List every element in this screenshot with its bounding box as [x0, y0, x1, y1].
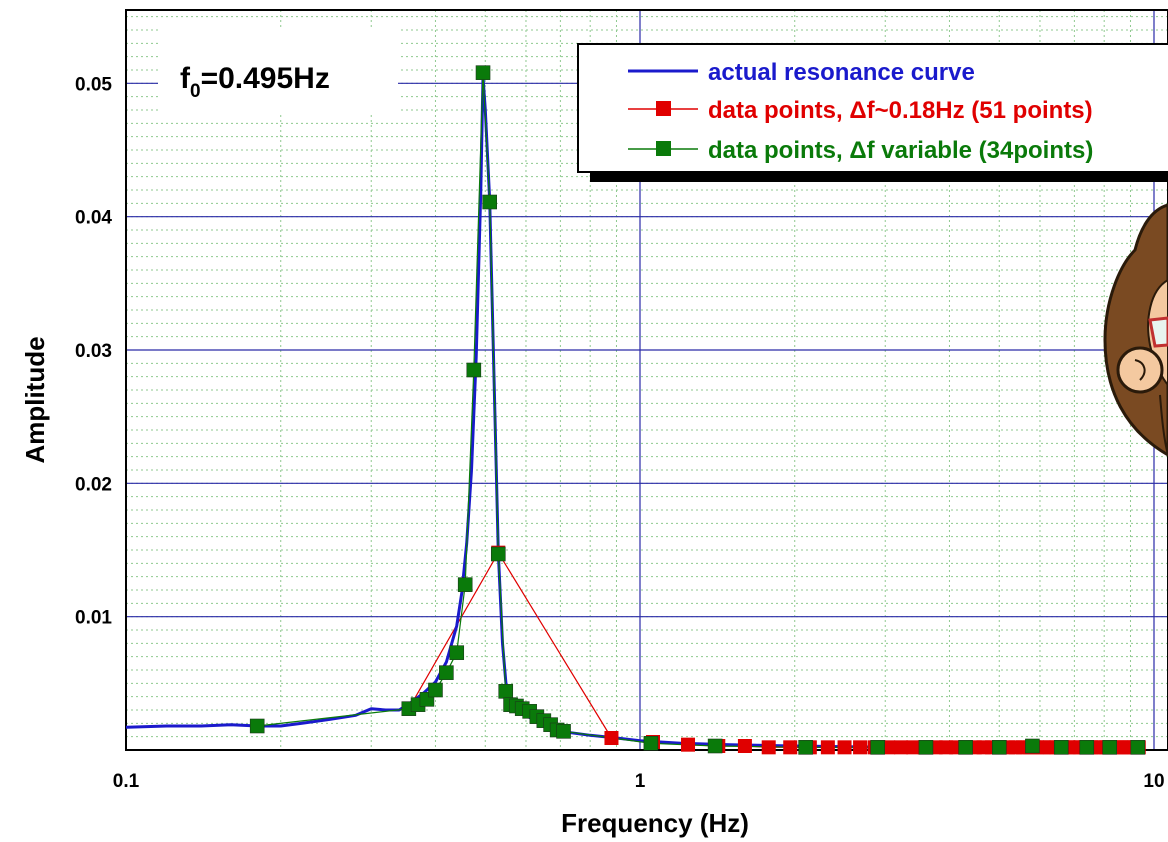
data-point-marker — [761, 740, 776, 755]
data-point-marker — [249, 718, 265, 734]
data-point-marker — [783, 740, 798, 755]
data-point-marker — [482, 194, 497, 210]
data-point-marker — [918, 740, 934, 755]
data-point-marker — [604, 731, 619, 745]
tick-labels: 0.1 1 10 0.01 0.02 0.03 0.04 0.05 — [75, 74, 1165, 792]
legend-swatch-green-marker — [656, 141, 671, 156]
data-point-marker — [853, 740, 868, 755]
x-tick-label: 1 — [635, 771, 646, 792]
series-layer — [125, 65, 1146, 755]
y-tick-label: 0.03 — [75, 341, 112, 362]
svg-text:f0=0.495Hz: f0=0.495Hz — [180, 62, 330, 102]
data-point-marker — [490, 546, 506, 562]
data-point-marker — [439, 665, 454, 680]
data-point-marker — [707, 738, 723, 754]
data-point-marker — [1130, 740, 1146, 755]
data-point-marker — [894, 740, 909, 755]
data-point-marker — [1053, 740, 1069, 755]
data-point-marker — [820, 740, 835, 755]
y-tick-label: 0.05 — [75, 74, 112, 95]
data-point-marker — [428, 682, 443, 698]
data-point-marker — [1102, 740, 1118, 755]
data-point-marker — [1025, 738, 1040, 754]
legend-label-actual-curve: actual resonance curve — [708, 59, 975, 86]
data-point-marker — [475, 65, 491, 80]
data-point-marker — [449, 645, 465, 660]
legend-label-red-points: data points, Δf~0.18Hz (51 points) — [708, 97, 1093, 124]
data-point-marker — [906, 740, 921, 755]
x-tick-label: 10 — [1143, 771, 1164, 792]
data-point-marker — [737, 739, 752, 753]
data-point-marker — [958, 740, 973, 755]
data-point-marker — [466, 362, 482, 378]
annotation-rest: =0.495Hz — [201, 62, 330, 95]
data-point-marker — [457, 577, 473, 592]
y-tick-label: 0.04 — [75, 208, 112, 229]
y-tick-label: 0.01 — [75, 608, 112, 629]
legend-swatch-red-marker — [656, 101, 671, 116]
x-tick-label: 0.1 — [113, 771, 140, 792]
data-point-marker — [798, 740, 813, 755]
data-point-marker — [498, 684, 514, 699]
data-point-marker — [837, 740, 852, 755]
series-line-1 — [408, 552, 1139, 748]
y-tick-label: 0.02 — [75, 474, 112, 495]
data-point-marker — [1079, 740, 1095, 755]
x-axis-title: Frequency (Hz) — [561, 808, 749, 838]
legend-label-green-points: data points, Δf variable (34points) — [708, 137, 1093, 164]
data-point-marker — [870, 740, 885, 755]
series-line-0 — [125, 75, 1143, 749]
legend-item-green-points: data points, Δf variable (34points) — [628, 137, 1093, 164]
data-point-marker — [556, 724, 571, 739]
data-point-marker — [643, 736, 659, 751]
legend: actual resonance curve data points, Δf~0… — [577, 43, 1168, 182]
cartoon-character-illustration — [1103, 203, 1168, 457]
legend-item-red-points: data points, Δf~0.18Hz (51 points) — [628, 97, 1093, 124]
annotation-subscript: 0 — [190, 81, 201, 102]
data-point-marker — [991, 740, 1007, 755]
y-axis-title: Amplitude — [20, 336, 50, 463]
legend-item-actual-curve: actual resonance curve — [628, 59, 975, 86]
resonance-annotation: f0=0.495Hz — [158, 28, 398, 114]
annotation-main: f — [180, 62, 191, 95]
data-point-marker — [681, 737, 696, 752]
